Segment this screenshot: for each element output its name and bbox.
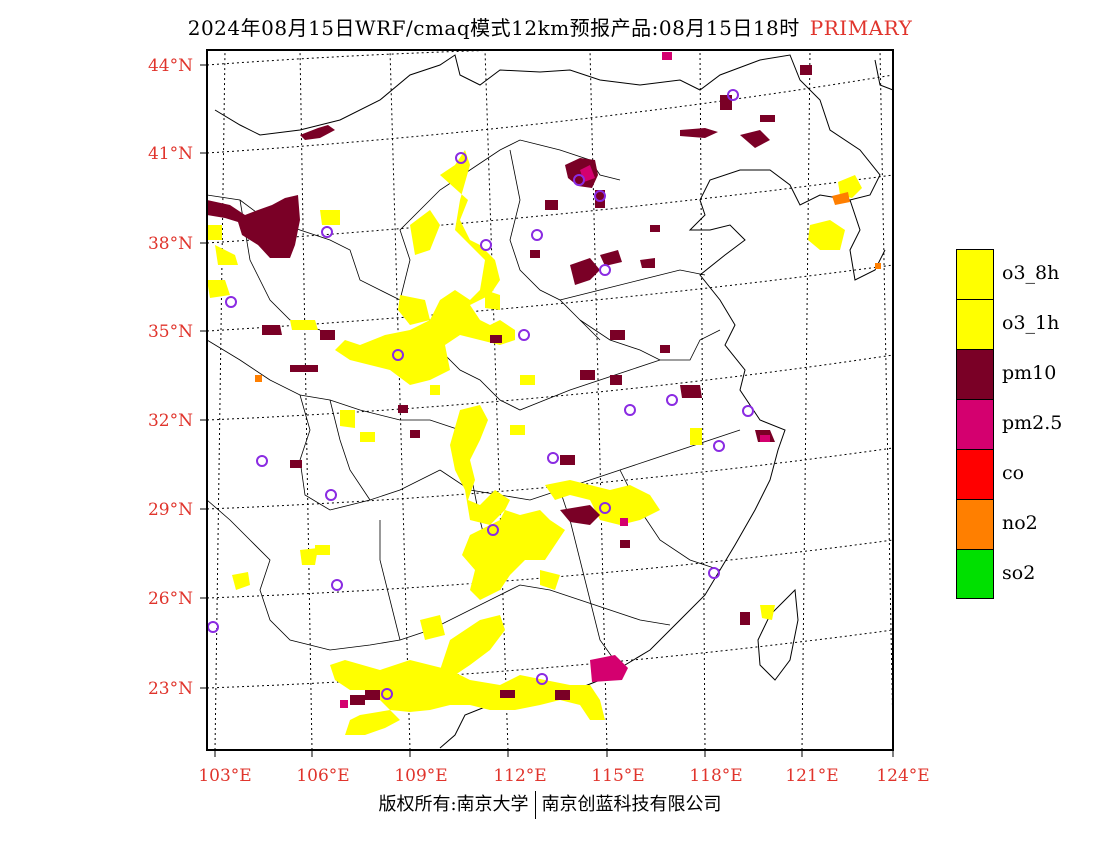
lon-label: 124°E: [876, 766, 929, 786]
station-marker: [713, 440, 725, 452]
pm25-cells: [340, 52, 770, 708]
copyright-footer: 版权所有:南京大学 南京创蓝科技有限公司: [0, 790, 1100, 819]
station-marker: [331, 579, 343, 591]
station-marker: [392, 349, 404, 361]
legend-label: co: [1002, 462, 1025, 484]
graticule: [207, 50, 893, 750]
lat-label: 32°N: [148, 411, 193, 431]
lon-axis: 103°E 106°E 109°E 112°E 115°E 118°E 121°…: [198, 750, 930, 786]
station-marker: [624, 404, 636, 416]
legend-swatch: [956, 399, 994, 449]
station-marker: [321, 226, 333, 238]
no2-cells: [255, 192, 881, 382]
legend-label: so2: [1002, 562, 1036, 584]
legend-label: pm10: [1002, 362, 1057, 384]
lon-label: 118°E: [689, 766, 742, 786]
lat-label: 38°N: [148, 234, 193, 254]
station-marker: [594, 190, 606, 202]
station-marker: [708, 567, 720, 579]
lat-axis: 44°N 41°N 38°N 35°N 32°N 29°N 26°N 23°N: [148, 56, 207, 699]
lat-label: 23°N: [148, 679, 193, 699]
station-marker: [547, 452, 559, 464]
lon-label: 121°E: [785, 766, 838, 786]
map-title: 2024年08月15日WRF/cmaq模式12km预报产品:08月15日18时 P…: [0, 12, 1100, 41]
station-marker: [518, 329, 530, 341]
legend-label: o3_8h: [1002, 262, 1060, 284]
coastline: [214, 54, 893, 749]
station-marker: [531, 229, 543, 241]
lat-label: 44°N: [148, 56, 193, 76]
lat-label: 41°N: [148, 144, 193, 164]
lon-label: 115°E: [591, 766, 644, 786]
station-marker: [480, 239, 492, 251]
lon-label: 106°E: [296, 766, 349, 786]
pm10-cells: [207, 65, 812, 705]
lat-label: 29°N: [148, 500, 193, 520]
station-marker: [599, 502, 611, 514]
station-marker: [536, 673, 548, 685]
legend-label: pm2.5: [1002, 412, 1063, 434]
legend-swatch: [956, 249, 994, 299]
station-marker: [666, 394, 678, 406]
legend-swatch: [956, 349, 994, 399]
title-tag: PRIMARY: [809, 16, 913, 40]
footer-divider: [534, 791, 536, 819]
copyright-right: 南京创蓝科技有限公司: [541, 794, 722, 815]
station-marker: [727, 89, 739, 101]
map-frame: [206, 49, 894, 751]
station-markers: [207, 89, 754, 700]
legend-swatch: [956, 499, 994, 549]
station-marker: [256, 455, 268, 467]
lon-label: 103°E: [198, 766, 251, 786]
lon-label: 109°E: [394, 766, 447, 786]
lat-label: 35°N: [148, 322, 193, 342]
station-marker: [573, 174, 585, 186]
station-marker: [207, 621, 219, 633]
legend-swatch: [956, 549, 994, 599]
station-marker: [599, 264, 611, 276]
lon-label: 112°E: [493, 766, 546, 786]
legend-label: o3_1h: [1002, 312, 1060, 334]
copyright-left: 版权所有:南京大学: [378, 794, 529, 815]
o3-cells: [207, 150, 862, 735]
legend-swatch: [956, 449, 994, 499]
legend-label: no2: [1002, 512, 1038, 534]
station-marker: [742, 405, 754, 417]
station-marker: [381, 688, 393, 700]
lat-label: 26°N: [148, 589, 193, 609]
station-marker: [225, 296, 237, 308]
legend-swatch: [956, 299, 994, 349]
station-marker: [455, 152, 467, 164]
station-marker: [325, 489, 337, 501]
title-main: 2024年08月15日WRF/cmaq模式12km预报产品:08月15日18时: [187, 16, 800, 40]
station-marker: [487, 524, 499, 536]
